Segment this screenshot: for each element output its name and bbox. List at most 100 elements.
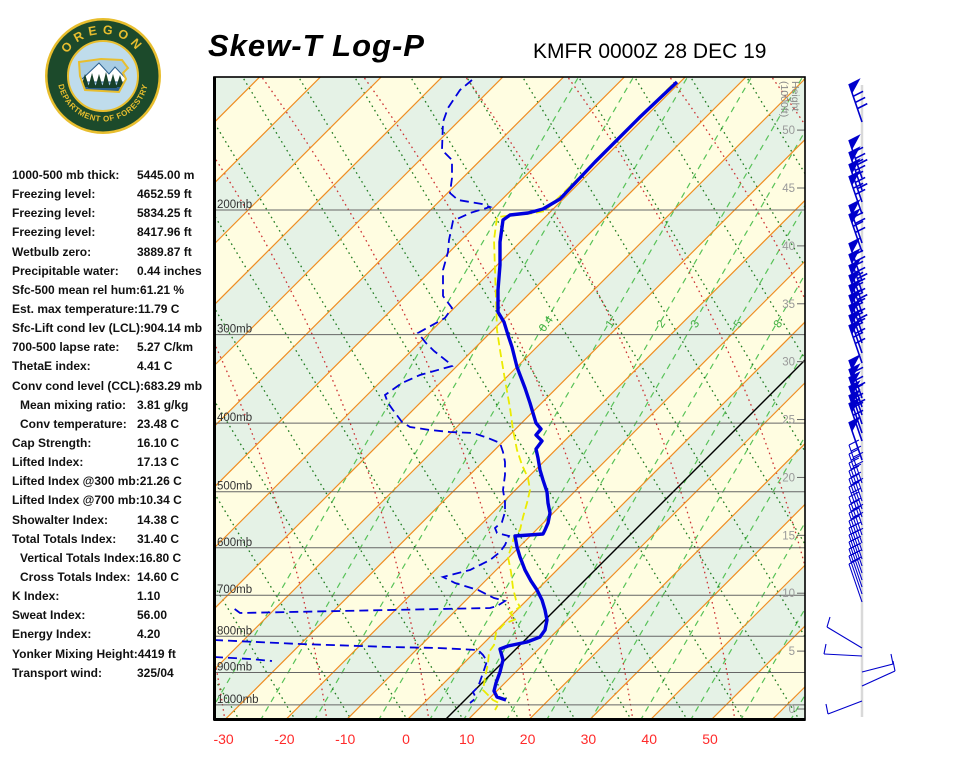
mixing-ratio-line — [214, 77, 580, 707]
dewpoint-trace — [231, 79, 511, 614]
height-label: 40 — [782, 241, 795, 253]
height-label: 15 — [782, 530, 795, 542]
index-value: 5445.00 m — [137, 168, 195, 182]
mixing-ratio-line — [377, 77, 753, 720]
temp-axis-label: 50 — [702, 731, 718, 747]
moist-adiabat-line — [873, 76, 960, 721]
height-label: 50 — [782, 125, 795, 137]
wind-barbs — [823, 78, 896, 715]
station-datetime: KMFR 0000Z 28 DEC 19 — [533, 40, 767, 63]
pressure-label: 900mb — [217, 661, 252, 673]
height-label: 20 — [782, 472, 795, 484]
height-axis-title: Height(1000ft) — [778, 81, 801, 117]
isotherm-line — [214, 77, 626, 489]
index-row: 1000-500 mb thick: 5445.00 m — [12, 166, 220, 185]
index-row: Freezing level: 8417.96 ft — [12, 223, 220, 242]
index-label: Freezing level: — [12, 187, 96, 202]
index-value: 0.44 inches — [137, 263, 202, 278]
index-label: Mean mixing ratio: — [20, 397, 127, 412]
isotherm-band — [0, 75, 201, 722]
odf-logo: OREGON DEPARTMENT OF FORESTRY — [45, 18, 161, 134]
isotherm-line — [214, 77, 805, 671]
pressure-label: 1000mb — [217, 694, 259, 706]
isotherm-line — [527, 442, 805, 720]
moist-adiabat-line — [214, 653, 226, 720]
index-row: Sweat Index: 56.00 — [12, 606, 220, 625]
mixing-ratio-line — [505, 204, 805, 720]
index-row: Est. max temperature:11.79 C — [12, 300, 220, 319]
pressure-label: 600mb — [217, 537, 252, 549]
index-label: Freezing level: — [12, 206, 96, 221]
index-label: Sfc-500 mean rel hum: — [12, 282, 141, 297]
temperature-trace — [492, 80, 679, 702]
index-row: Sfc-Lift cond lev (LCL):904.14 mb — [12, 319, 220, 338]
index-label: Transport wind: — [12, 665, 102, 680]
pressure-label: 200mb — [217, 199, 252, 211]
index-label: Lifted Index: — [12, 455, 84, 470]
index-value: 904.14 mb — [144, 321, 203, 336]
index-label: K Index: — [12, 589, 60, 604]
index-value: 14.60 C — [137, 569, 180, 584]
index-value: 16.80 C — [139, 550, 182, 565]
mixing-ratio-line — [462, 130, 805, 720]
index-value: 16.10 C — [137, 435, 180, 450]
index-row: Freezing level: 4652.59 ft — [12, 185, 220, 204]
temp-axis-label: 20 — [520, 731, 536, 747]
isotherm-line — [588, 503, 805, 720]
index-value: 4.41 C — [137, 359, 173, 374]
index-label: Lifted Index @700 mb: — [12, 493, 140, 508]
index-label: Yonker Mixing Height: — [12, 646, 138, 661]
index-row: Sfc-500 mean rel hum:61.21 % — [12, 281, 220, 300]
height-label: 30 — [782, 357, 795, 369]
index-label: Wetbulb zero: — [12, 244, 92, 259]
parcel-line — [444, 359, 805, 720]
isotherm-line — [214, 77, 443, 306]
index-label: Energy Index: — [12, 627, 92, 642]
dry-adiabat-line — [465, 77, 805, 638]
dry-adiabat-line — [914, 76, 960, 721]
index-value: 683.29 mb — [144, 378, 203, 393]
index-value: 3.81 g/kg — [137, 397, 189, 412]
mixing-ratio-line — [545, 273, 805, 720]
index-row: 700-500 lapse rate: 5.27 C/km — [12, 338, 220, 357]
isotherm-line — [345, 260, 805, 720]
index-row: Cross Totals Index: 14.60 C — [12, 568, 220, 587]
index-value: 3889.87 ft — [137, 244, 192, 259]
index-value: 5.27 C/km — [137, 340, 194, 355]
mixing-ratio-line — [739, 607, 805, 720]
mixing-ratio-line — [689, 521, 805, 720]
index-row: Transport wind: 325/04 — [12, 664, 220, 683]
index-row: Precipitable water: 0.44 inches — [12, 262, 220, 281]
isotherm-line — [214, 77, 504, 367]
height-label: 10 — [782, 588, 795, 600]
index-value: 31.40 C — [137, 531, 180, 546]
index-row: Vertical Totals Index:16.80 C — [12, 549, 220, 568]
index-value: 11.79 C — [138, 301, 180, 316]
isotherm-band — [772, 687, 805, 720]
logo-oregon-scene — [79, 59, 128, 92]
index-label: Vertical Totals Index: — [20, 550, 140, 565]
logo-oregon-outline — [77, 57, 130, 94]
dry-adiabat-line — [297, 77, 689, 720]
dry-adiabat-line — [214, 398, 409, 720]
dry-adiabat-line — [353, 77, 745, 720]
mixing-ratio-line — [313, 77, 689, 720]
index-row: Lifted Index @300 mb:21.26 C — [12, 472, 220, 491]
mixing-ratio-line — [639, 435, 805, 720]
index-label: Showalter Index: — [12, 512, 109, 527]
index-value: 21.26 C — [139, 474, 182, 489]
index-row: Mean mixing ratio: 3.81 g/kg — [12, 396, 220, 415]
index-label: Est. max temperature: — [12, 301, 139, 316]
index-label: Total Totals Index: — [12, 531, 117, 546]
pressure-label: 800mb — [217, 625, 252, 637]
wetbulb-trace — [482, 84, 673, 711]
isotherm-band — [214, 78, 805, 720]
dry-adiabat-line — [214, 306, 465, 720]
index-label: ThetaE index: — [12, 359, 91, 374]
isotherm-line — [214, 77, 383, 246]
index-label: 1000-500 mb thick: — [12, 168, 120, 182]
page-title: Skew-T Log-P — [208, 28, 425, 63]
dry-adiabat-line — [214, 213, 521, 720]
isotherm-line — [0, 75, 201, 721]
